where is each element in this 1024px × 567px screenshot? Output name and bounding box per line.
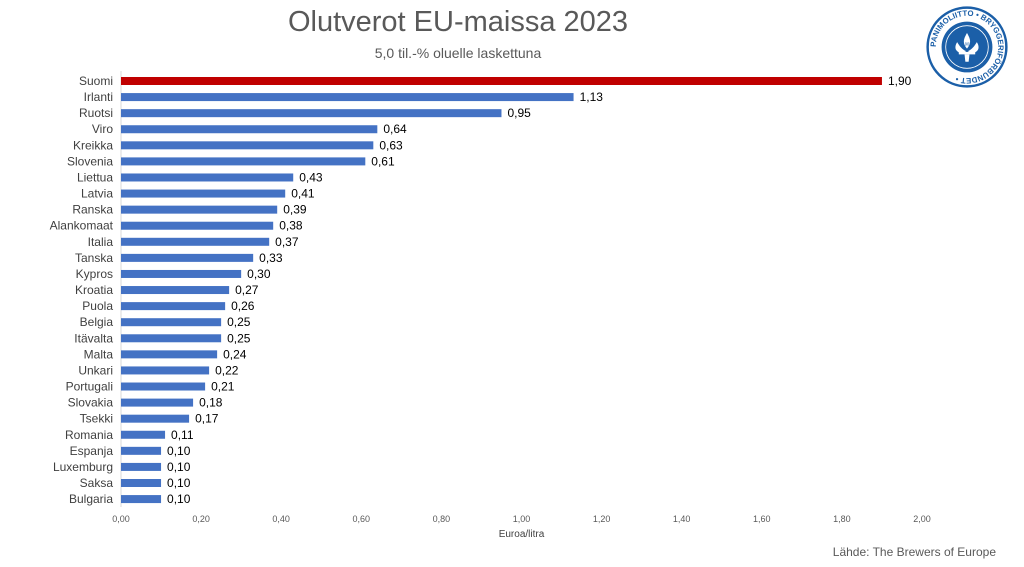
data-label: 0,37 [275, 235, 299, 249]
category-label: Kreikka [73, 138, 113, 152]
data-label: 0,18 [199, 396, 223, 410]
x-tick-label: 0,60 [353, 514, 371, 524]
bar [121, 237, 270, 246]
category-label: Alankomaat [50, 219, 114, 233]
data-label: 0,17 [195, 412, 219, 426]
category-label: Kypros [76, 267, 113, 281]
category-label: Ruotsi [79, 106, 113, 120]
category-label: Viro [92, 122, 113, 136]
data-label: 0,33 [259, 251, 283, 265]
bar [121, 125, 378, 134]
bar [121, 350, 218, 359]
bar [121, 334, 222, 343]
category-label: Puola [82, 299, 113, 313]
bar [121, 366, 210, 375]
category-label: Kroatia [75, 283, 113, 297]
bar [121, 141, 374, 150]
x-tick-label: 1,60 [753, 514, 771, 524]
chart-subtitle: 5,0 til.-% oluelle laskettuna [374, 45, 542, 61]
category-label: Italia [88, 235, 114, 249]
data-label: 0,64 [383, 122, 407, 136]
bar [121, 302, 226, 311]
data-label: 0,63 [379, 138, 403, 152]
category-label: Portugali [66, 380, 113, 394]
category-label: Liettua [77, 170, 113, 184]
data-label: 0,30 [247, 267, 271, 281]
bar [121, 318, 222, 327]
x-tick-label: 2,00 [913, 514, 931, 524]
data-label: 0,10 [167, 460, 191, 474]
bar [121, 430, 166, 439]
data-label: 0,10 [167, 492, 191, 506]
data-label: 0,25 [227, 315, 251, 329]
category-label: Romania [65, 428, 113, 442]
bar [121, 398, 194, 407]
data-label: 1,90 [888, 74, 912, 88]
category-label: Irlanti [84, 90, 113, 104]
bar [121, 173, 294, 182]
chart-title: Olutverot EU-maissa 2023 [287, 6, 629, 38]
bar [121, 221, 274, 230]
bar [121, 205, 278, 214]
data-label: 1,13 [580, 90, 604, 104]
bar [121, 479, 162, 487]
data-label: 0,10 [167, 476, 191, 490]
x-tick-label: 1,40 [673, 514, 691, 524]
bar [121, 286, 230, 295]
bar [121, 446, 162, 455]
category-label: Luxemburg [53, 460, 113, 474]
bar [121, 382, 206, 391]
bar [121, 462, 162, 471]
category-label: Slovenia [67, 154, 113, 168]
x-axis-title: Euroa/litra [499, 529, 545, 540]
x-tick-label: 0,40 [272, 514, 290, 524]
x-tick-label: 0,80 [433, 514, 451, 524]
category-label: Tsekki [80, 412, 113, 426]
data-label: 0,38 [279, 219, 303, 233]
category-label: Suomi [79, 74, 113, 88]
category-label: Ranska [72, 203, 113, 217]
x-tick-label: 0,20 [192, 514, 210, 524]
category-label: Espanja [70, 444, 114, 458]
data-label: 0,21 [211, 380, 235, 394]
x-tick-label: 1,00 [513, 514, 531, 524]
data-label: 0,27 [235, 283, 259, 297]
data-label: 0,24 [223, 347, 247, 361]
data-label: 0,26 [231, 299, 255, 313]
bar [121, 269, 242, 278]
data-label: 0,11 [171, 428, 194, 442]
bar [121, 77, 882, 85]
panimoliitto-seal-icon: PANIMOLIITTO • BRYGGERIFÖRBUNDET • 1902 [926, 6, 1008, 88]
category-label: Belgia [80, 315, 114, 329]
data-label: 0,39 [283, 203, 307, 217]
x-tick-label: 1,20 [593, 514, 611, 524]
data-label: 0,10 [167, 444, 191, 458]
data-label: 0,22 [215, 363, 239, 377]
category-label: Saksa [80, 476, 114, 490]
x-tick-label: 0,00 [112, 514, 130, 524]
category-label: Bulgaria [69, 492, 113, 506]
bar [121, 495, 162, 504]
data-label: 0,95 [507, 106, 531, 120]
bar [121, 157, 366, 166]
data-label: 0,25 [227, 331, 251, 345]
bar [121, 93, 574, 102]
data-label: 0,43 [299, 170, 323, 184]
x-tick-label: 1,80 [833, 514, 851, 524]
bar [121, 253, 254, 262]
logo-year: 1902 [962, 41, 972, 46]
category-label: Latvia [81, 187, 113, 201]
category-label: Unkari [78, 363, 113, 377]
category-label: Slovakia [68, 396, 114, 410]
source-note: Lähde: The Brewers of Europe [832, 545, 996, 559]
category-label: Tanska [75, 251, 113, 265]
data-label: 0,61 [371, 154, 395, 168]
bar [121, 109, 502, 118]
category-label: Malta [84, 347, 114, 361]
category-label: Itävalta [74, 331, 113, 345]
bar [121, 414, 190, 423]
data-label: 0,41 [291, 187, 315, 201]
bar [121, 189, 286, 198]
